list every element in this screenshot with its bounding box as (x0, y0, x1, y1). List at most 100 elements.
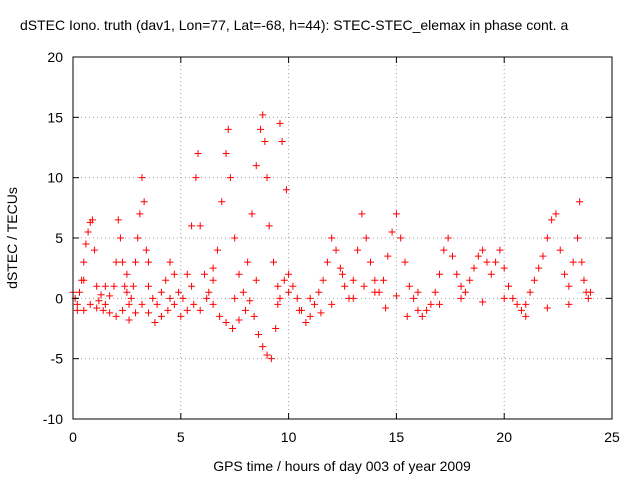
data-point (116, 234, 124, 242)
y-tick-label: 0 (55, 290, 63, 306)
data-point (84, 228, 92, 236)
data-point (123, 270, 131, 278)
data-point (201, 270, 209, 278)
data-point (123, 288, 131, 296)
data-point (487, 270, 495, 278)
axis-ticks (72, 56, 613, 420)
data-point (142, 246, 150, 254)
data-point (580, 276, 588, 284)
data-point (125, 300, 133, 308)
data-point (144, 282, 152, 290)
data-point (278, 137, 286, 145)
data-point (157, 288, 165, 296)
data-point (86, 300, 94, 308)
data-point (405, 282, 413, 290)
data-point (328, 234, 336, 242)
data-point (388, 228, 396, 236)
data-point (203, 294, 211, 302)
data-point (244, 258, 252, 266)
data-point (569, 258, 577, 266)
data-point (138, 174, 146, 182)
data-point (552, 210, 560, 218)
data-point (371, 276, 379, 284)
data-point (341, 282, 349, 290)
data-point (205, 288, 213, 296)
data-point (556, 246, 564, 254)
data-point (310, 300, 318, 308)
data-point (226, 174, 234, 182)
x-tick-label: 0 (69, 429, 77, 445)
data-point (88, 216, 96, 224)
data-point (235, 270, 243, 278)
data-point (144, 258, 152, 266)
data-point (282, 186, 290, 194)
data-point (410, 294, 418, 302)
data-point (379, 276, 387, 284)
data-point (175, 288, 183, 296)
data-point (73, 300, 81, 308)
data-point (280, 276, 288, 284)
data-point (466, 276, 474, 284)
data-point (517, 306, 525, 314)
data-point (539, 252, 547, 260)
data-point (101, 282, 109, 290)
data-point (479, 298, 487, 306)
data-point (222, 318, 230, 326)
data-point (349, 294, 357, 302)
data-point (306, 294, 314, 302)
data-point (194, 150, 202, 158)
data-point (418, 312, 426, 320)
y-tick-label: 15 (47, 109, 63, 125)
data-point (151, 318, 159, 326)
data-point (82, 240, 90, 248)
data-point (448, 252, 456, 260)
data-point (231, 294, 239, 302)
data-point (132, 258, 140, 266)
data-point (112, 312, 120, 320)
data-point (170, 270, 178, 278)
y-tick-label: 10 (47, 170, 63, 186)
data-point (289, 282, 297, 290)
data-point (209, 300, 217, 308)
data-point (125, 316, 133, 324)
data-point (444, 234, 452, 242)
data-point (222, 150, 230, 158)
data-point (110, 282, 118, 290)
data-point (80, 306, 88, 314)
data-point (99, 306, 107, 314)
data-point (188, 222, 196, 230)
data-point (354, 246, 362, 254)
data-point (140, 198, 148, 206)
data-point (183, 306, 191, 314)
data-point (252, 162, 260, 170)
data-point (392, 210, 400, 218)
data-point (403, 312, 411, 320)
x-tick-labels: 0 5 10 15 20 25 (69, 429, 620, 445)
data-point (73, 306, 81, 314)
data-point (382, 304, 390, 312)
data-point (267, 355, 275, 363)
data-point (295, 306, 303, 314)
data-point (218, 198, 226, 206)
data-point (134, 234, 142, 242)
data-point (500, 264, 508, 272)
data-point (157, 312, 165, 320)
data-point (261, 137, 269, 145)
data-point (97, 291, 105, 299)
data-point (483, 258, 491, 266)
data-point (265, 222, 273, 230)
data-point (106, 292, 114, 300)
data-point (293, 294, 301, 302)
data-point (209, 264, 217, 272)
data-point (427, 300, 435, 308)
data-points (69, 111, 594, 363)
data-point (272, 325, 280, 332)
y-tick-label: -10 (43, 411, 63, 427)
data-point (114, 216, 122, 224)
x-tick-label: 15 (389, 429, 405, 445)
data-point (328, 300, 336, 308)
data-point (259, 343, 267, 351)
y-axis-label: dSTEC / TECUs (4, 187, 20, 289)
data-point (526, 288, 534, 296)
